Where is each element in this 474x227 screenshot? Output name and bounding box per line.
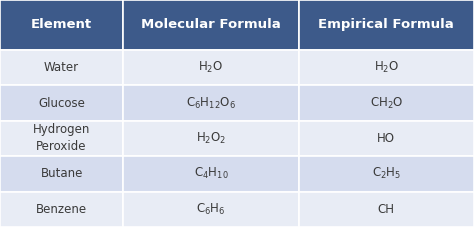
Bar — [123, 50, 299, 85]
Bar — [299, 50, 474, 85]
Text: CH: CH — [378, 203, 395, 216]
Text: Element: Element — [31, 18, 92, 32]
Text: Butane: Butane — [40, 167, 83, 180]
Text: HO: HO — [377, 132, 395, 145]
Bar — [123, 156, 299, 192]
Bar — [0, 0, 123, 50]
Text: C$_6$H$_{12}$O$_6$: C$_6$H$_{12}$O$_6$ — [186, 96, 236, 111]
Text: Hydrogen
Peroxide: Hydrogen Peroxide — [33, 123, 91, 153]
Text: C$_6$H$_6$: C$_6$H$_6$ — [196, 202, 226, 217]
Text: H$_2$O: H$_2$O — [198, 60, 224, 75]
Text: Water: Water — [44, 61, 79, 74]
Bar — [0, 156, 123, 192]
Bar — [299, 156, 474, 192]
Bar — [299, 85, 474, 121]
Bar — [299, 0, 474, 50]
Bar — [0, 50, 123, 85]
Bar — [299, 121, 474, 156]
Text: CH$_2$O: CH$_2$O — [370, 96, 403, 111]
Bar — [0, 192, 123, 227]
Bar — [123, 192, 299, 227]
Bar — [0, 85, 123, 121]
Text: H$_2$O$_2$: H$_2$O$_2$ — [196, 131, 226, 146]
Text: C$_4$H$_{10}$: C$_4$H$_{10}$ — [193, 166, 228, 181]
Text: Empirical Formula: Empirical Formula — [319, 18, 454, 32]
Text: H$_2$O: H$_2$O — [374, 60, 399, 75]
Bar — [299, 192, 474, 227]
Text: Benzene: Benzene — [36, 203, 87, 216]
Text: Glucose: Glucose — [38, 96, 85, 110]
Bar — [0, 121, 123, 156]
Text: C$_2$H$_5$: C$_2$H$_5$ — [372, 166, 401, 181]
Bar — [123, 0, 299, 50]
Bar — [123, 121, 299, 156]
Bar — [123, 85, 299, 121]
Text: Molecular Formula: Molecular Formula — [141, 18, 281, 32]
